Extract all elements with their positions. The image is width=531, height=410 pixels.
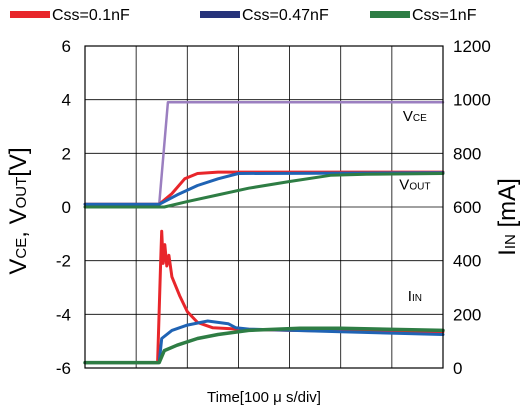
right-tick-label: 1000 — [453, 91, 491, 110]
right-axis-label: IIN [mA] — [494, 178, 521, 256]
right-tick-label: 400 — [453, 252, 481, 271]
series-line-iin_1 — [83, 326, 445, 365]
annotation-label: VOUT — [399, 177, 430, 194]
legend-swatch — [10, 11, 50, 18]
x-axis-label: Time[100 μ s/div] — [207, 389, 321, 406]
legend-label: Css=0.1nF — [52, 7, 130, 24]
series-lines — [83, 101, 445, 365]
right-tick-label: 200 — [453, 305, 481, 324]
right-axis-ticks: 1200 1000 800 600 400 200 0 — [453, 37, 491, 378]
legend-swatch — [370, 11, 410, 18]
annotation-label: IIN — [408, 288, 422, 305]
series-line-vout_047 — [83, 171, 445, 206]
left-tick-label: -2 — [56, 252, 71, 271]
right-tick-label: 600 — [453, 198, 481, 217]
left-tick-label: 6 — [62, 37, 71, 56]
left-axis-label: VCE, VOUT[V] — [5, 147, 32, 274]
right-tick-label: 0 — [453, 359, 462, 378]
left-axis-ticks: 6 4 2 0 -2 -4 -6 — [56, 37, 71, 378]
left-tick-label: -6 — [56, 359, 71, 378]
annotations: VCE VOUT IIN — [399, 108, 430, 305]
series-line-iin_047 — [83, 319, 445, 365]
left-tick-label: 2 — [62, 144, 71, 163]
legend-swatch — [200, 11, 240, 18]
series-line-iin_01 — [83, 229, 445, 365]
left-tick-label: 0 — [62, 198, 71, 217]
annotation-label: VCE — [403, 108, 427, 125]
left-tick-label: 4 — [62, 91, 71, 110]
series-line-vout_01 — [83, 170, 445, 206]
legend: Css=0.1nF Css=0.47nF Css=1nF — [10, 7, 477, 24]
right-tick-label: 800 — [453, 144, 481, 163]
series-line-vout_1 — [83, 172, 445, 209]
legend-label: Css=0.47nF — [242, 7, 329, 24]
grid — [85, 46, 443, 368]
legend-label: Css=1nF — [412, 7, 477, 24]
right-tick-label: 1200 — [453, 37, 491, 56]
left-tick-label: -4 — [56, 305, 71, 324]
plot-frame — [84, 45, 444, 369]
